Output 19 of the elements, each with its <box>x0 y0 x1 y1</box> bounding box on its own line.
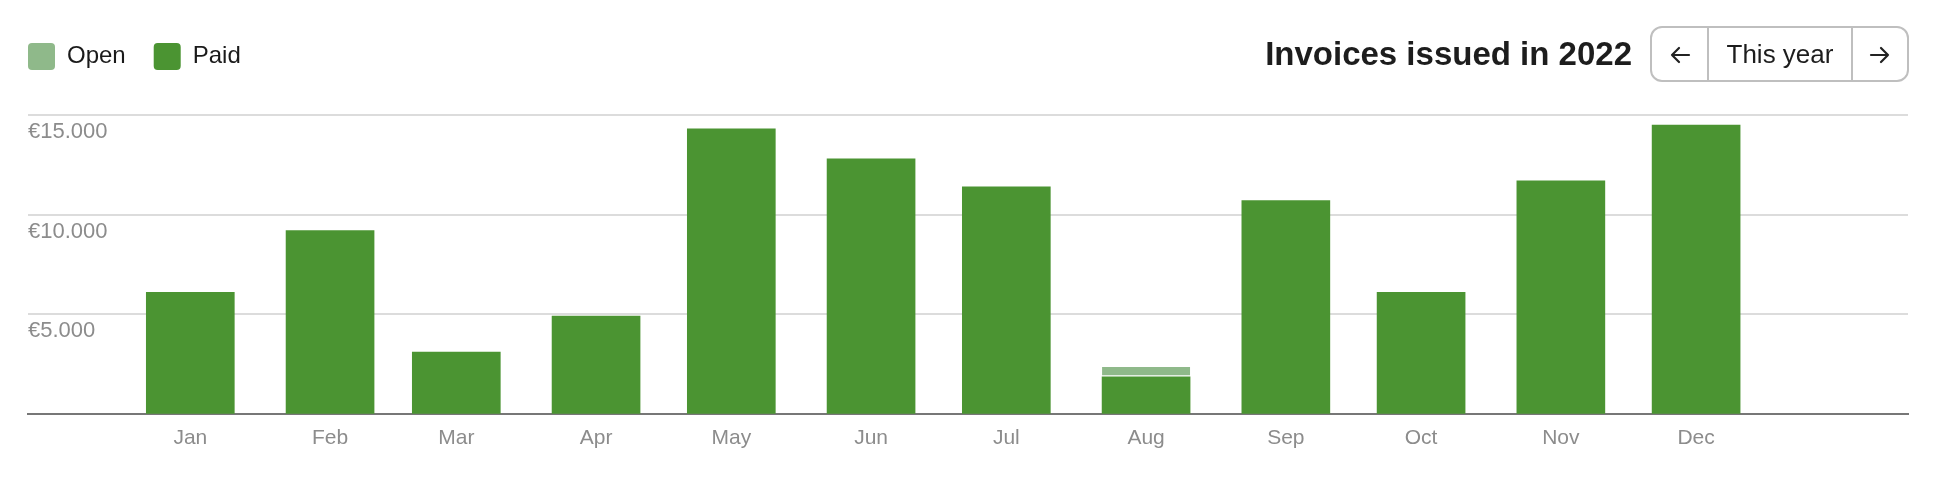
x-tick-label: May <box>711 425 752 449</box>
y-tick-label: €5.000 <box>28 317 96 343</box>
x-tick-label: Sep <box>1267 425 1305 449</box>
x-tick-label: Jan <box>173 425 208 449</box>
x-tick-label: Aug <box>1127 425 1165 449</box>
x-tick-label: Mar <box>438 425 475 449</box>
x-tick-label: Jul <box>992 425 1020 449</box>
y-tick-label: €10.000 <box>28 217 108 243</box>
legend-label: Open <box>67 41 126 69</box>
legend-label: Paid <box>192 41 241 69</box>
x-tick-label: Feb <box>311 425 349 449</box>
chart-title: Invoices issued in 2022 <box>1265 35 1632 73</box>
x-tick-label: Nov <box>1542 425 1581 449</box>
x-tick-label: Apr <box>579 425 613 449</box>
x-tick-label: Jun <box>854 425 888 449</box>
x-tick-label: Dec <box>1677 425 1715 449</box>
button-group: This year <box>1650 26 1909 82</box>
x-tick-label: Oct <box>1404 425 1438 449</box>
y-tick-label: €15.000 <box>28 118 108 144</box>
